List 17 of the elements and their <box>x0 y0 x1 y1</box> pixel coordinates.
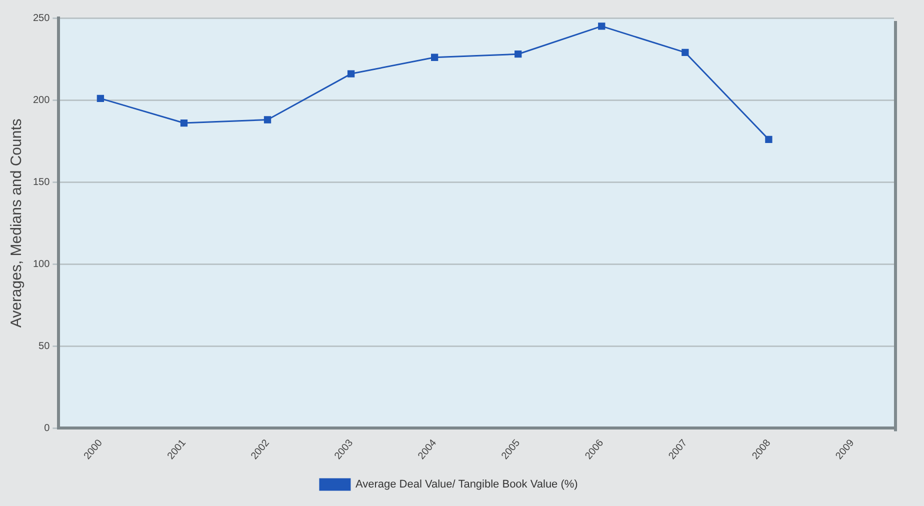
point <box>598 22 606 30</box>
point <box>514 50 522 58</box>
point <box>96 94 104 102</box>
y-tick-label: 100 <box>32 258 50 270</box>
point <box>347 70 355 78</box>
point <box>765 136 772 144</box>
y-tick-label: 200 <box>32 94 50 106</box>
legend-label: Average Deal Value/ Tangible Book Value (%) <box>355 478 578 491</box>
point <box>180 119 188 127</box>
y-tick-label: 250 <box>32 12 50 24</box>
y-axis-title: Averages, Medians and Counts <box>8 118 26 328</box>
point <box>682 48 689 56</box>
y-tick-label: 150 <box>32 176 50 188</box>
point <box>264 116 272 124</box>
y-tick-label: 50 <box>38 340 50 352</box>
point <box>431 54 438 61</box>
y-tick-label: 0 <box>44 422 50 434</box>
